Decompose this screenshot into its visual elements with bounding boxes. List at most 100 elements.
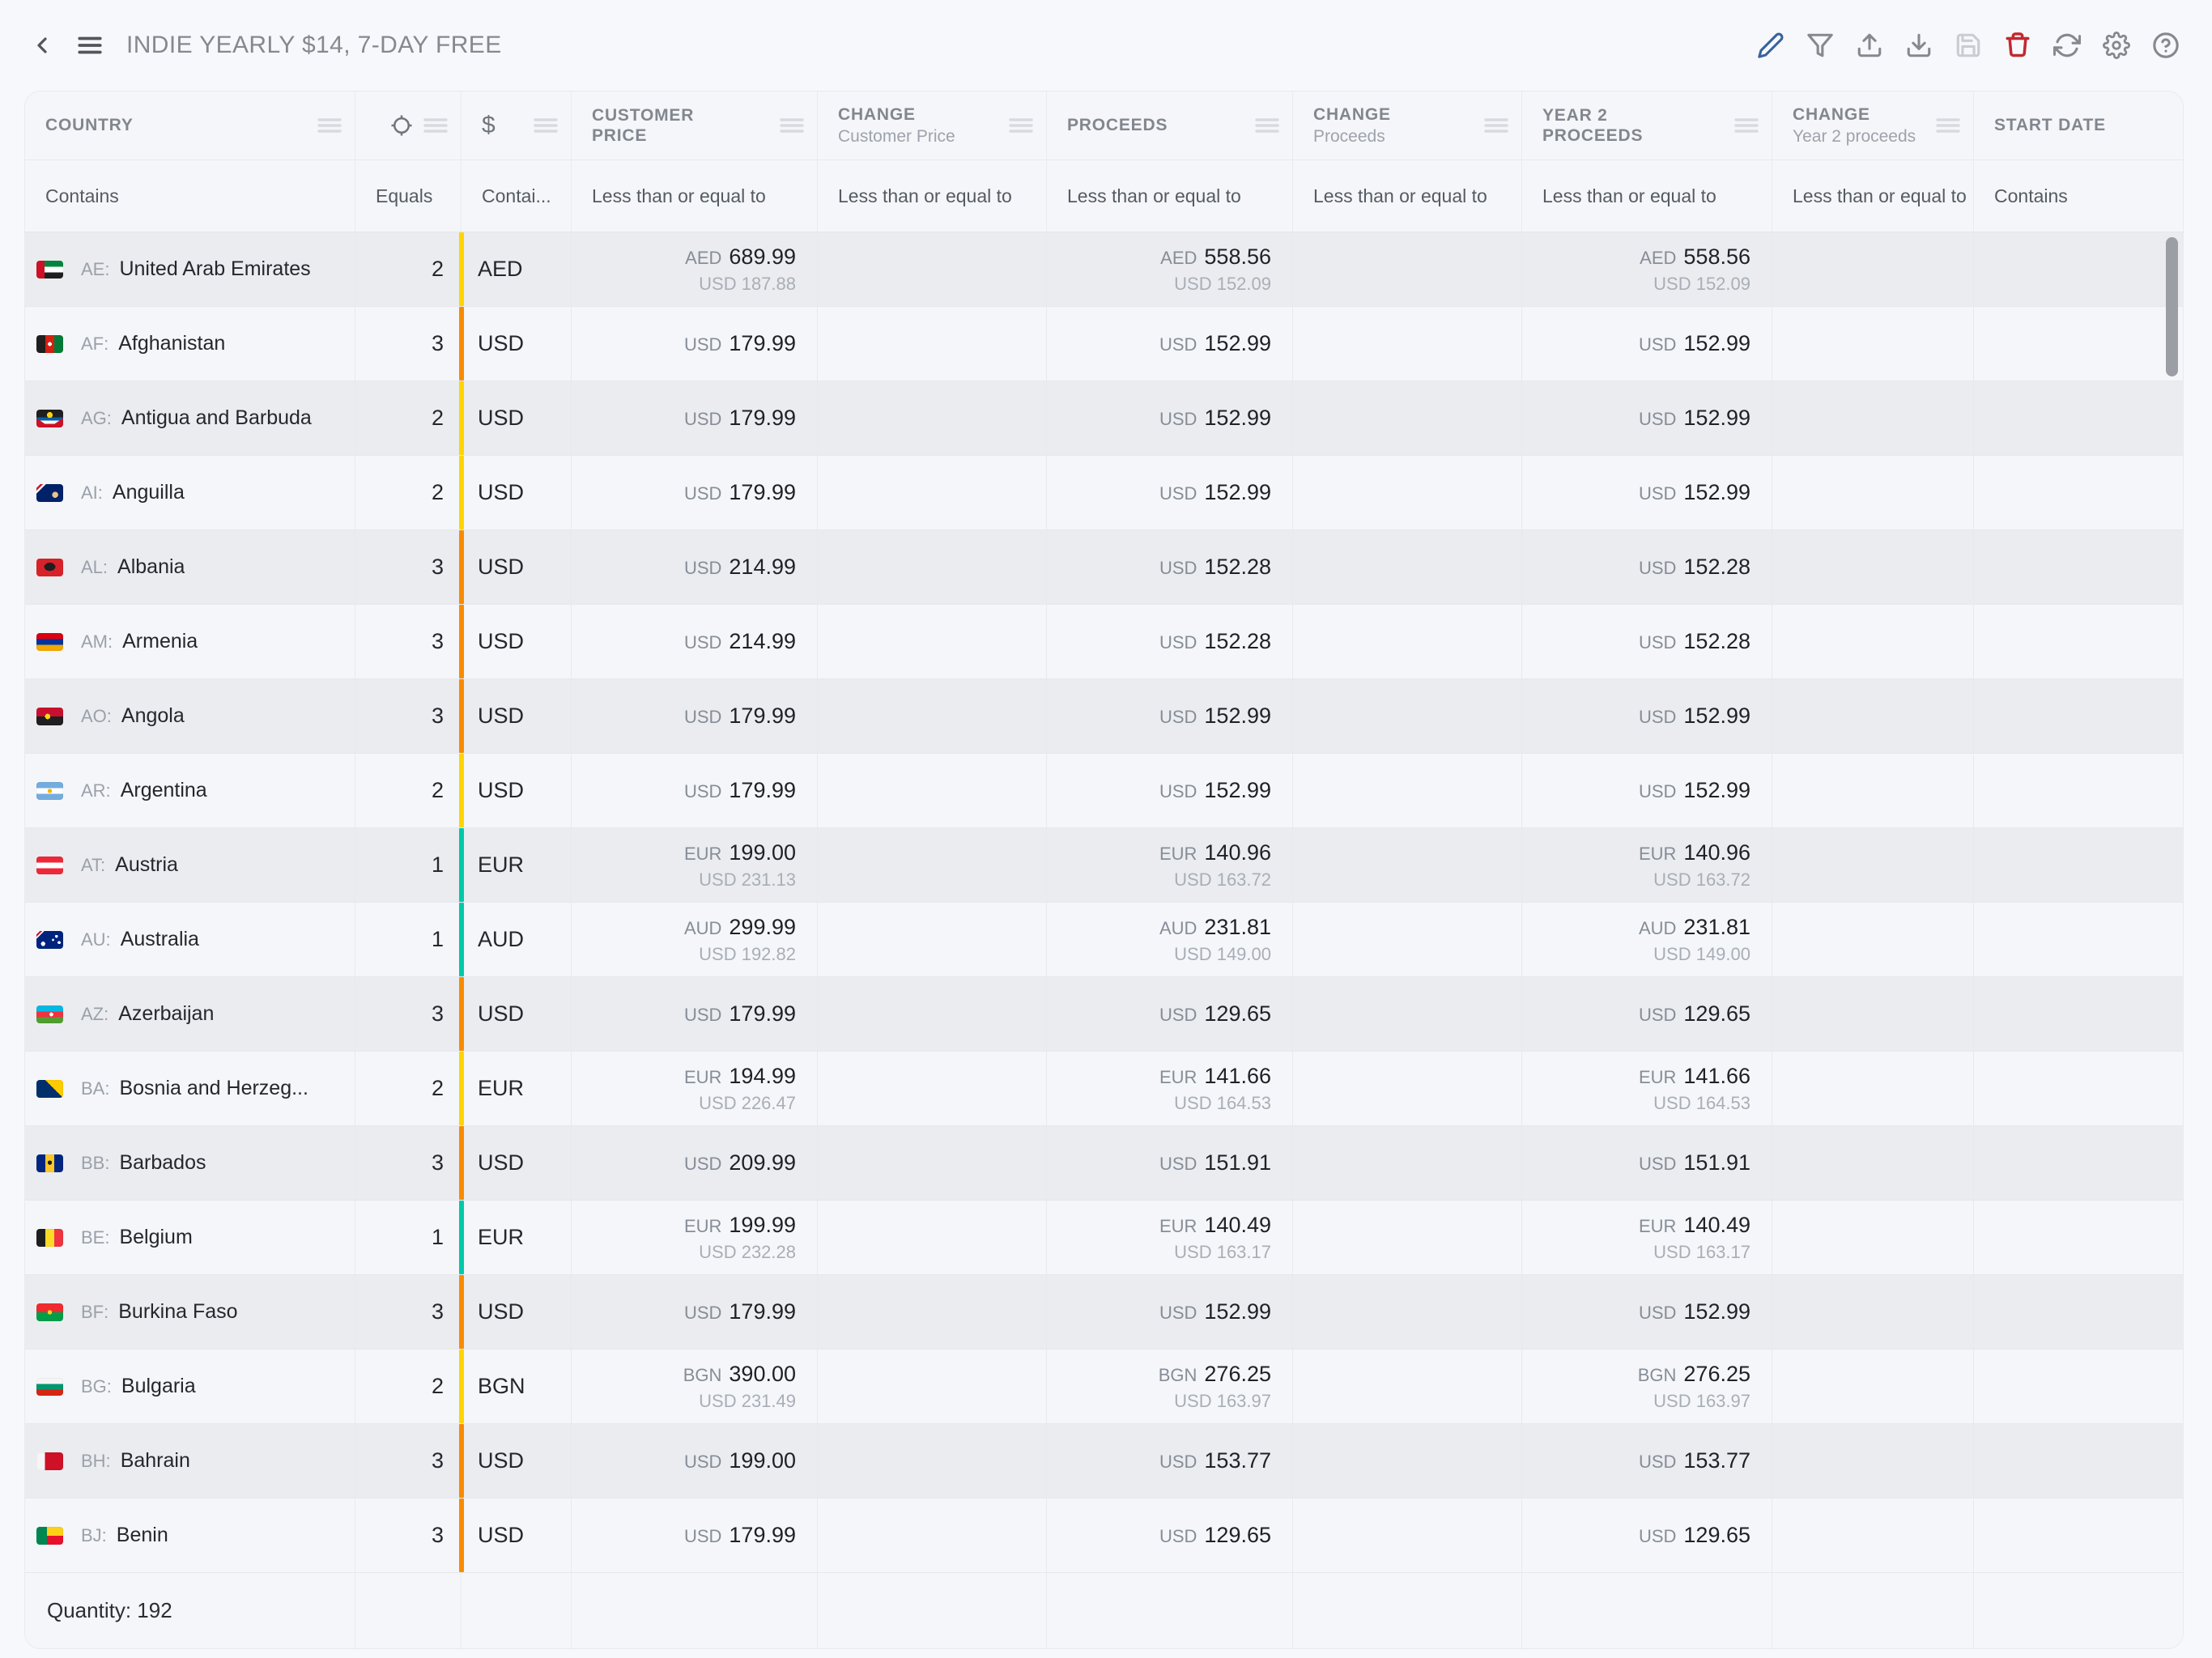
table-row[interactable]: AF: Afghanistan 3 USD USD 179.99 USD 152.9…: [25, 307, 2183, 381]
column-menu-icon[interactable]: [1734, 117, 1759, 134]
customer-price-cell[interactable]: USD 209.99: [572, 1126, 818, 1200]
proceeds-cell[interactable]: AED 558.56 USD 152.09: [1047, 232, 1293, 306]
proceeds-cell[interactable]: USD 152.99: [1047, 1275, 1293, 1349]
start-date-cell[interactable]: [1974, 307, 2183, 380]
year2-proceeds-cell[interactable]: USD 151.91: [1522, 1126, 1772, 1200]
currency-cell[interactable]: USD: [459, 1499, 572, 1572]
table-row[interactable]: AR: Argentina 2 USD USD 179.99 USD 152.99 …: [25, 754, 2183, 828]
table-row[interactable]: BA: Bosnia and Herzeg... 2 EUR EUR 194.99…: [25, 1052, 2183, 1126]
customer-price-cell[interactable]: EUR 199.00 USD 231.13: [572, 828, 818, 902]
country-cell[interactable]: AO: Angola: [25, 679, 355, 753]
price-tier-cell[interactable]: 2: [355, 1350, 462, 1423]
country-cell[interactable]: AT: Austria: [25, 828, 355, 902]
country-cell[interactable]: BF: Burkina Faso: [25, 1275, 355, 1349]
currency-cell[interactable]: USD: [459, 456, 572, 529]
customer-price-cell[interactable]: USD 179.99: [572, 456, 818, 529]
change-customer-price-cell[interactable]: [818, 679, 1047, 753]
start-date-cell[interactable]: [1974, 828, 2183, 902]
start-date-cell[interactable]: [1974, 605, 2183, 678]
change-year2-proceeds-cell[interactable]: [1772, 754, 1974, 827]
change-proceeds-cell[interactable]: [1293, 307, 1522, 380]
change-customer-price-cell[interactable]: [818, 1499, 1047, 1572]
year2-proceeds-cell[interactable]: USD 152.99: [1522, 456, 1772, 529]
proceeds-cell[interactable]: USD 152.28: [1047, 605, 1293, 678]
start-date-cell[interactable]: [1974, 232, 2183, 306]
currency-cell[interactable]: EUR: [459, 1052, 572, 1125]
start-date-cell[interactable]: [1974, 679, 2183, 753]
menu-button[interactable]: [76, 32, 104, 59]
currency-cell[interactable]: USD: [459, 530, 572, 604]
currency-cell[interactable]: AED: [459, 232, 572, 306]
start-date-cell[interactable]: [1974, 903, 2183, 976]
currency-cell[interactable]: USD: [459, 381, 572, 455]
price-tier-cell[interactable]: 3: [355, 530, 462, 604]
table-row[interactable]: AM: Armenia 3 USD USD 214.99 USD 152.28 US…: [25, 605, 2183, 679]
country-cell[interactable]: AR: Argentina: [25, 754, 355, 827]
change-customer-price-cell[interactable]: [818, 1350, 1047, 1423]
change-customer-price-cell[interactable]: [818, 456, 1047, 529]
customer-price-cell[interactable]: AUD 299.99 USD 192.82: [572, 903, 818, 976]
price-tier-cell[interactable]: 2: [355, 381, 462, 455]
filter-country[interactable]: Contains: [25, 160, 355, 232]
change-year2-proceeds-cell[interactable]: [1772, 1424, 1974, 1498]
column-header-proceeds[interactable]: PROCEEDS: [1047, 91, 1293, 159]
filter-year2-proceeds[interactable]: Less than or equal to: [1522, 160, 1772, 232]
country-cell[interactable]: AI: Anguilla: [25, 456, 355, 529]
filter-button[interactable]: [1806, 32, 1834, 59]
change-customer-price-cell[interactable]: [818, 1424, 1047, 1498]
customer-price-cell[interactable]: AED 689.99 USD 187.88: [572, 232, 818, 306]
column-header-currency[interactable]: $: [462, 91, 572, 159]
proceeds-cell[interactable]: USD 151.91: [1047, 1126, 1293, 1200]
proceeds-cell[interactable]: USD 129.65: [1047, 1499, 1293, 1572]
currency-cell[interactable]: EUR: [459, 828, 572, 902]
country-cell[interactable]: AL: Albania: [25, 530, 355, 604]
proceeds-cell[interactable]: EUR 140.49 USD 163.17: [1047, 1201, 1293, 1274]
help-button[interactable]: [2152, 32, 2180, 59]
column-header-price-tier[interactable]: [355, 91, 462, 159]
year2-proceeds-cell[interactable]: BGN 276.25 USD 163.97: [1522, 1350, 1772, 1423]
proceeds-cell[interactable]: USD 153.77: [1047, 1424, 1293, 1498]
country-cell[interactable]: AF: Afghanistan: [25, 307, 355, 380]
change-proceeds-cell[interactable]: [1293, 1424, 1522, 1498]
price-tier-cell[interactable]: 3: [355, 1275, 462, 1349]
change-year2-proceeds-cell[interactable]: [1772, 1052, 1974, 1125]
column-header-country[interactable]: COUNTRY: [25, 91, 355, 159]
customer-price-cell[interactable]: USD 179.99: [572, 1275, 818, 1349]
change-proceeds-cell[interactable]: [1293, 1126, 1522, 1200]
change-year2-proceeds-cell[interactable]: [1772, 605, 1974, 678]
change-year2-proceeds-cell[interactable]: [1772, 1499, 1974, 1572]
column-header-change-customer-price[interactable]: CHANGE Customer Price: [818, 91, 1047, 159]
change-customer-price-cell[interactable]: [818, 977, 1047, 1051]
filter-price-tier[interactable]: Equals: [355, 160, 462, 232]
column-menu-icon[interactable]: [1009, 117, 1033, 134]
filter-change-year2-proceeds[interactable]: Less than or equal to: [1772, 160, 1974, 232]
start-date-cell[interactable]: [1974, 1201, 2183, 1274]
country-cell[interactable]: AG: Antigua and Barbuda: [25, 381, 355, 455]
price-tier-cell[interactable]: 3: [355, 977, 462, 1051]
customer-price-cell[interactable]: USD 179.99: [572, 977, 818, 1051]
filter-customer-price[interactable]: Less than or equal to: [572, 160, 818, 232]
column-menu-icon[interactable]: [534, 117, 558, 134]
proceeds-cell[interactable]: USD 152.99: [1047, 307, 1293, 380]
change-proceeds-cell[interactable]: [1293, 754, 1522, 827]
change-customer-price-cell[interactable]: [818, 903, 1047, 976]
change-customer-price-cell[interactable]: [818, 381, 1047, 455]
proceeds-cell[interactable]: USD 152.99: [1047, 679, 1293, 753]
change-proceeds-cell[interactable]: [1293, 1350, 1522, 1423]
table-row[interactable]: AT: Austria 1 EUR EUR 199.00 USD 231.13 E…: [25, 828, 2183, 903]
change-proceeds-cell[interactable]: [1293, 1275, 1522, 1349]
customer-price-cell[interactable]: USD 179.99: [572, 754, 818, 827]
column-header-change-proceeds[interactable]: CHANGE Proceeds: [1293, 91, 1522, 159]
change-year2-proceeds-cell[interactable]: [1772, 530, 1974, 604]
download-button[interactable]: [1905, 32, 1933, 59]
proceeds-cell[interactable]: AUD 231.81 USD 149.00: [1047, 903, 1293, 976]
price-tier-cell[interactable]: 2: [355, 232, 462, 306]
table-row[interactable]: AI: Anguilla 2 USD USD 179.99 USD 152.99 U…: [25, 456, 2183, 530]
change-year2-proceeds-cell[interactable]: [1772, 679, 1974, 753]
change-customer-price-cell[interactable]: [818, 232, 1047, 306]
year2-proceeds-cell[interactable]: USD 152.99: [1522, 754, 1772, 827]
price-tier-cell[interactable]: 3: [355, 679, 462, 753]
start-date-cell[interactable]: [1974, 1499, 2183, 1572]
year2-proceeds-cell[interactable]: USD 129.65: [1522, 1499, 1772, 1572]
country-cell[interactable]: AE: United Arab Emirates: [25, 232, 355, 306]
